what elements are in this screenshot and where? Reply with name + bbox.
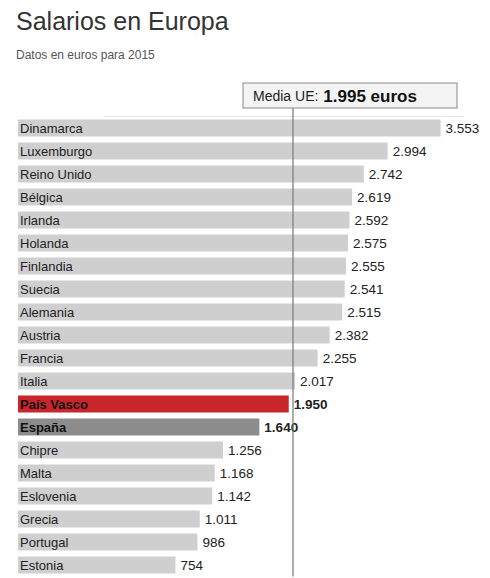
data-label: 2.592 — [355, 213, 389, 228]
bar — [18, 304, 342, 321]
bar — [18, 120, 441, 137]
bar — [18, 373, 295, 390]
category-label: Irlanda — [20, 213, 61, 228]
labels: Dinamarca 3.553 Luxemburgo 2.994 Reino Unido… — [20, 121, 479, 574]
data-label: 1.256 — [228, 443, 262, 458]
annotation-label: Media UE: — [253, 88, 318, 104]
bar — [18, 143, 388, 160]
category-label: Italia — [20, 374, 48, 389]
category-label: País Vasco — [20, 397, 88, 412]
title: Salarios en Europa — [16, 7, 229, 35]
chart: Salarios en Europa Datos en euros para 20… — [0, 0, 490, 578]
category-label: Finlandia — [20, 259, 74, 274]
bar — [18, 465, 215, 482]
category-label: Francia — [20, 351, 64, 366]
reference-line — [292, 108, 293, 577]
category-label: Estonia — [20, 558, 64, 573]
data-label: 2.619 — [357, 190, 391, 205]
bar — [18, 419, 259, 436]
data-label: 2.541 — [350, 282, 384, 297]
data-label: 2.515 — [347, 305, 381, 320]
annotation-box — [243, 83, 457, 108]
bar — [18, 166, 364, 183]
data-label: 1.011 — [205, 512, 238, 527]
category-label: Eslovenia — [20, 489, 77, 504]
data-label: 1.950 — [294, 397, 328, 412]
axis-line — [104, 116, 464, 117]
category-label: Portugal — [20, 535, 69, 550]
data-label: 2.255 — [323, 351, 357, 366]
bar — [18, 327, 330, 344]
category-label: Reino Unido — [20, 167, 92, 182]
data-label: 2.575 — [353, 236, 387, 251]
bar — [18, 488, 212, 505]
category-label: Grecia — [20, 512, 59, 527]
bar — [18, 442, 223, 459]
category-label: Malta — [20, 466, 53, 481]
category-label: Austria — [20, 328, 61, 343]
data-label: 2.382 — [335, 328, 369, 343]
data-label: 2.017 — [300, 374, 334, 389]
annotation-value: 1.995 euros — [323, 87, 417, 106]
data-label: 1.168 — [220, 466, 254, 481]
data-label: 1.142 — [217, 489, 251, 504]
bar — [18, 511, 200, 528]
subtitle: Datos en euros para 2015 — [16, 48, 155, 62]
bar — [18, 396, 289, 413]
bar — [18, 557, 175, 574]
category-label: Luxemburgo — [20, 144, 92, 159]
category-label: Bélgica — [20, 190, 63, 205]
data-label: 2.994 — [393, 144, 427, 159]
bar — [18, 534, 197, 551]
data-label: 2.555 — [351, 259, 385, 274]
bar — [18, 258, 346, 275]
category-label: Holanda — [20, 236, 69, 251]
bar — [18, 235, 348, 252]
bar — [18, 189, 352, 206]
bars — [18, 120, 441, 574]
category-label: Suecia — [20, 282, 61, 297]
category-label: España — [20, 420, 67, 435]
category-label: Dinamarca — [20, 121, 84, 136]
bar — [18, 281, 345, 298]
data-label: 754 — [180, 558, 203, 573]
category-label: Alemania — [20, 305, 75, 320]
category-label: Chipre — [20, 443, 58, 458]
data-label: 3.553 — [446, 121, 480, 136]
data-label: 2.742 — [369, 167, 403, 182]
bar — [18, 350, 318, 367]
data-label: 986 — [202, 535, 225, 550]
bar — [18, 212, 350, 229]
